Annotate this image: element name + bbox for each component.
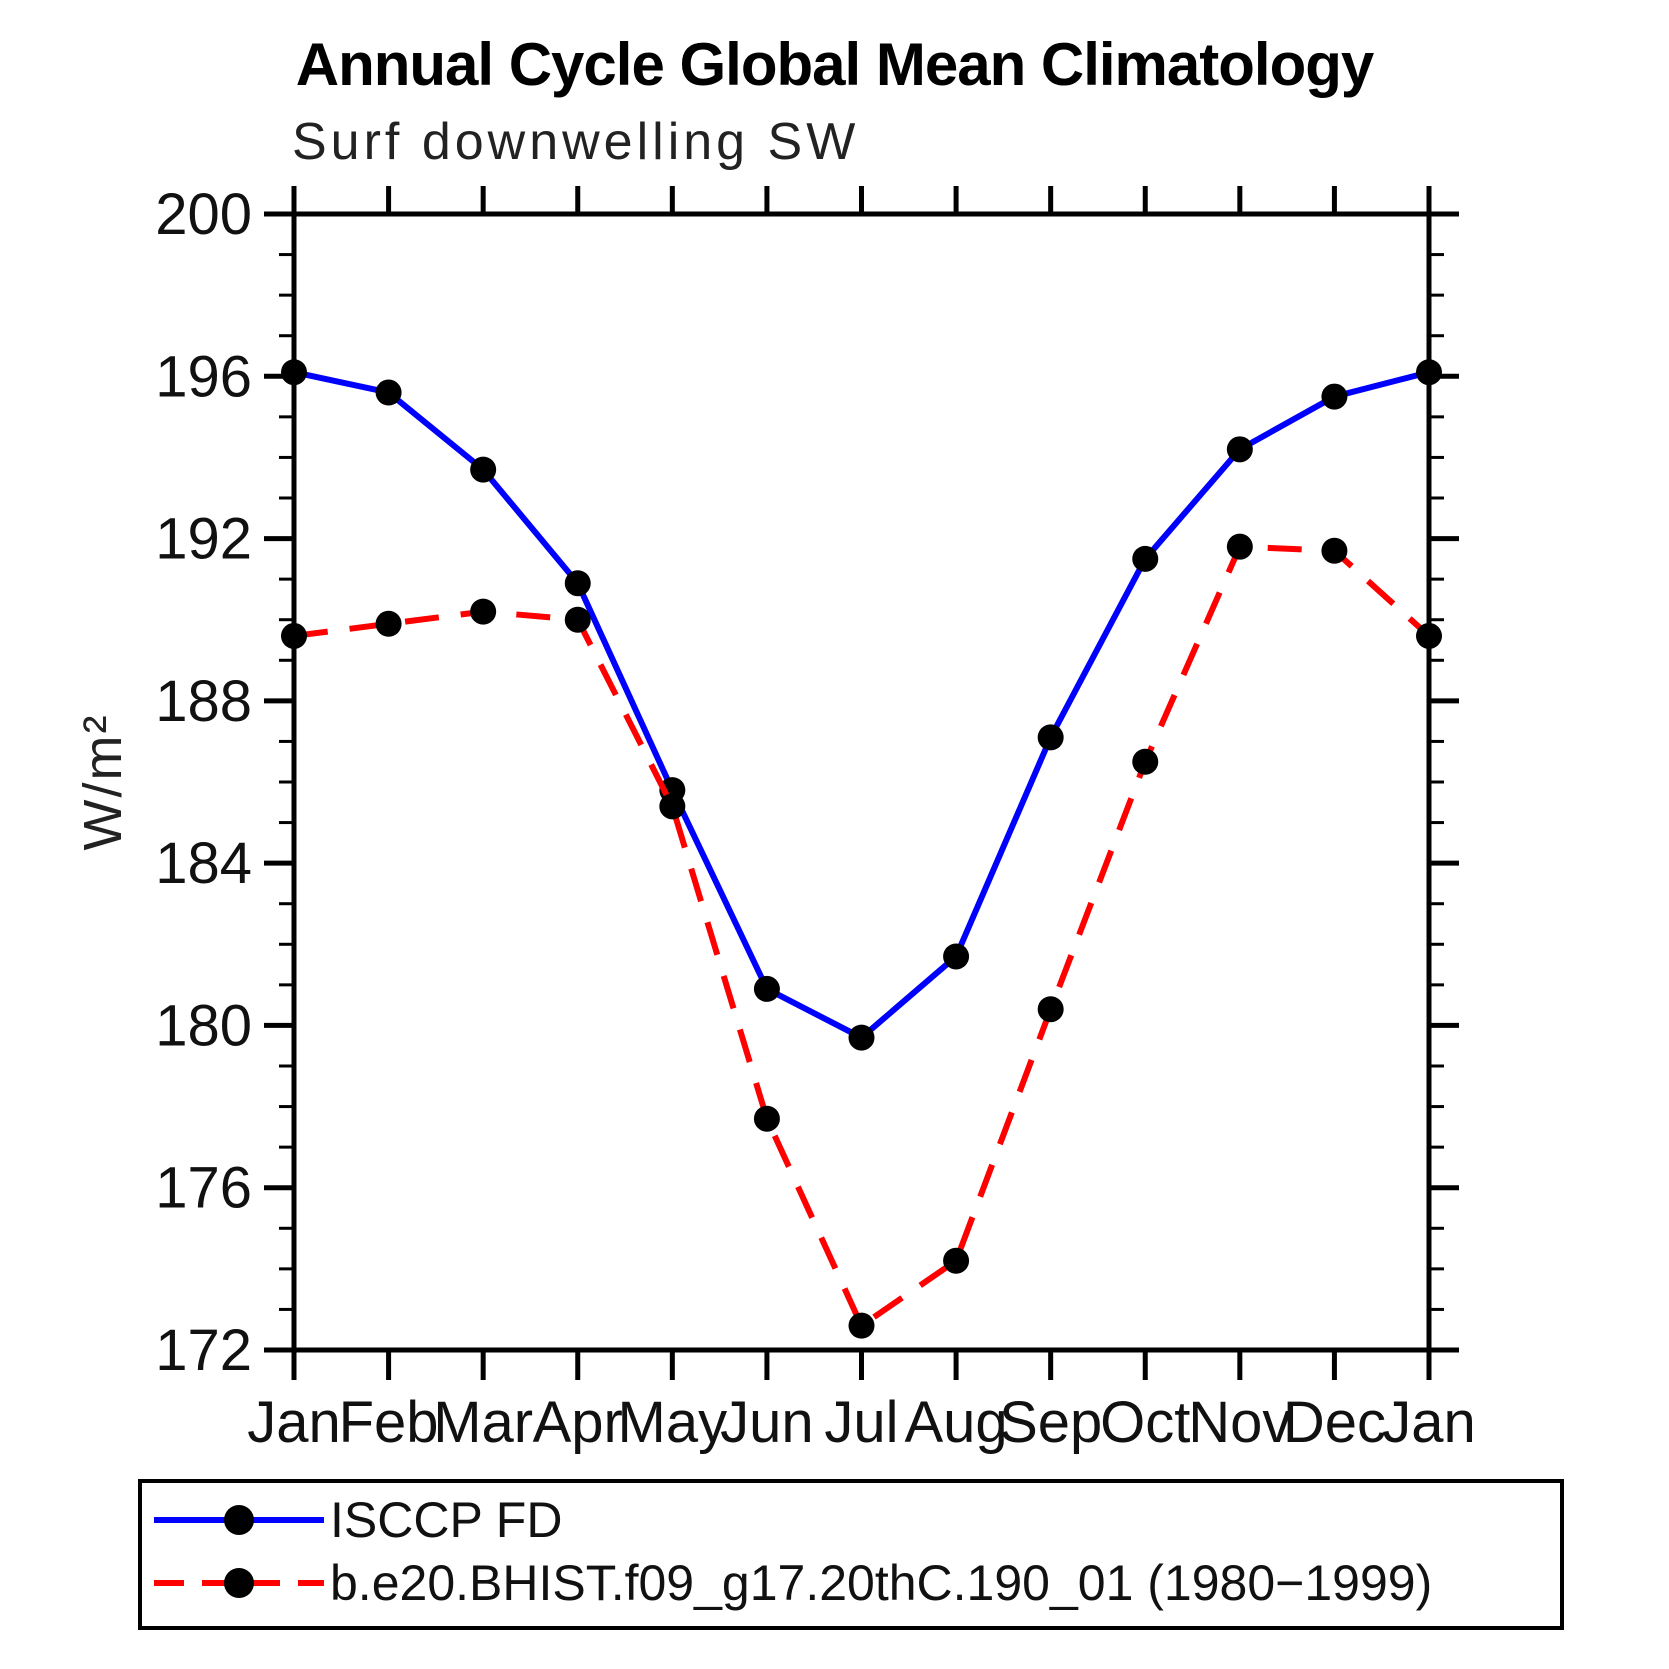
data-point — [659, 793, 686, 820]
data-point — [564, 606, 591, 633]
x-tick-label: Oct — [1100, 1390, 1190, 1455]
x-tick-label: Sep — [999, 1390, 1102, 1455]
data-point — [281, 359, 307, 386]
legend-item-isccp: ISCCP FD — [150, 1492, 563, 1548]
legend-label-isccp: ISCCP FD — [330, 1492, 563, 1548]
x-tick-label: Jul — [824, 1390, 898, 1455]
x-tick-label: Mar — [433, 1390, 533, 1455]
y-tick-label: 176 — [155, 1156, 252, 1221]
y-tick-label: 184 — [155, 831, 252, 896]
chart-title: Annual Cycle Global Mean Climatology — [295, 31, 1375, 98]
data-point — [1226, 533, 1253, 560]
x-tick-label: May — [618, 1390, 728, 1455]
data-point — [281, 622, 307, 649]
x-tick-label: Jan — [1382, 1390, 1476, 1455]
x-tick-label: Apr — [533, 1390, 623, 1455]
data-point — [470, 598, 497, 625]
data-point — [1226, 436, 1253, 463]
data-point — [848, 1024, 875, 1051]
data-point — [1416, 622, 1442, 649]
data-point — [753, 1105, 780, 1132]
series-line-0 — [293, 369, 1430, 1042]
x-tick-label: Dec — [1283, 1390, 1386, 1455]
data-point — [375, 379, 402, 406]
y-tick-label: 172 — [155, 1318, 252, 1383]
data-point — [943, 943, 970, 970]
data-point — [753, 975, 780, 1002]
x-tick-label: Nov — [1188, 1390, 1291, 1455]
data-point — [375, 610, 402, 637]
legend-line-marker-model — [154, 1568, 324, 1598]
legend-item-model: b.e20.BHIST.f09_g17.20thC.190_01 (1980−1… — [150, 1555, 1433, 1611]
plot-frame — [291, 211, 1432, 1353]
legend: ISCCP FD b.e20.BHIST.f09_g17.20thC.190_0… — [138, 1479, 1564, 1630]
x-tick-label: Feb — [339, 1390, 439, 1455]
data-point — [470, 456, 497, 483]
y-tick-label: 200 — [155, 182, 252, 247]
legend-label-model: b.e20.BHIST.f09_g17.20thC.190_01 (1980−1… — [330, 1555, 1433, 1611]
x-tick-label: Jun — [720, 1390, 814, 1455]
data-point — [848, 1312, 875, 1339]
y-tick-label: 188 — [155, 669, 252, 734]
data-point — [1037, 996, 1064, 1023]
y-tick-label: 196 — [155, 344, 252, 409]
series-line-1 — [293, 543, 1432, 1331]
x-tick-label: Jan — [247, 1390, 341, 1455]
data-point — [1321, 537, 1348, 564]
x-tick-label: Aug — [904, 1390, 1007, 1455]
data-point — [943, 1247, 970, 1274]
chart-subtitle: Surf downwelling SW — [292, 113, 860, 171]
data-point — [1416, 359, 1442, 386]
data-point — [1321, 383, 1348, 410]
data-point — [1037, 724, 1064, 751]
data-point — [1132, 748, 1159, 775]
legend-line-marker-isccp — [154, 1505, 324, 1535]
data-point — [564, 570, 591, 597]
data-point — [1132, 545, 1159, 572]
y-tick-label: 192 — [155, 507, 252, 572]
y-tick-label: 180 — [155, 993, 252, 1058]
